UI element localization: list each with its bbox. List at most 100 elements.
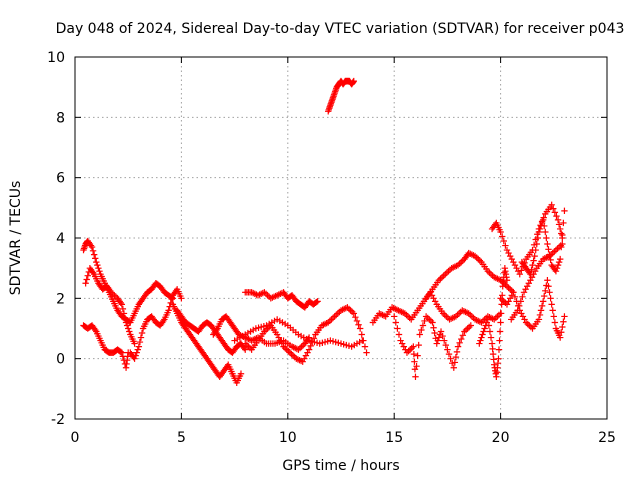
data-point (288, 350, 295, 358)
data-point (528, 266, 535, 273)
data-point (502, 299, 509, 307)
data-point (453, 348, 461, 356)
data-point (361, 343, 369, 350)
data-point (553, 212, 560, 220)
data-point (554, 245, 561, 252)
data-point (539, 216, 547, 224)
data-point (503, 246, 511, 254)
data-point (495, 355, 502, 362)
data-point (411, 366, 419, 373)
data-point (555, 221, 563, 228)
data-point (551, 248, 558, 255)
data-point (352, 313, 359, 321)
data-point (82, 280, 89, 287)
data-point (242, 346, 249, 353)
data-point (537, 307, 545, 314)
data-point (561, 207, 568, 215)
data-point (524, 320, 531, 328)
data-point (304, 349, 311, 356)
data-point (92, 326, 99, 334)
data-point (527, 271, 534, 278)
data-point (524, 283, 531, 290)
data-point (510, 258, 517, 266)
data-point (117, 299, 124, 307)
data-point (419, 322, 427, 329)
data-point (554, 216, 562, 224)
data-point (418, 326, 425, 334)
data-point (391, 313, 398, 320)
data-point (430, 295, 437, 302)
data-point (452, 353, 460, 361)
series-s11 (325, 77, 357, 115)
data-point (435, 334, 443, 341)
series-s19 (518, 207, 568, 278)
data-point (529, 261, 536, 269)
data-point (544, 240, 551, 248)
data-point (531, 252, 538, 260)
series-s13 (391, 313, 475, 380)
data-point (400, 343, 407, 350)
data-point (88, 243, 96, 251)
data-point (165, 307, 172, 314)
data-point (503, 277, 511, 284)
data-point (527, 323, 535, 331)
data-point (487, 271, 495, 278)
data-point (87, 242, 95, 249)
data-point (430, 324, 437, 331)
data-point (468, 251, 476, 258)
data-point (305, 346, 313, 353)
data-point (328, 316, 335, 323)
data-point (521, 316, 528, 323)
data-point (89, 269, 97, 276)
data-point (498, 233, 506, 240)
data-point (496, 337, 503, 344)
data-point (246, 344, 254, 352)
data-point (527, 277, 534, 284)
data-point (516, 271, 523, 278)
data-point (485, 322, 493, 329)
data-point (545, 283, 552, 290)
data-point (95, 264, 102, 272)
data-point (333, 311, 340, 319)
data-point (559, 323, 566, 331)
data-point (561, 313, 568, 320)
data-point (538, 302, 546, 310)
series-s15 (476, 264, 511, 380)
series-s8 (231, 316, 366, 350)
data-point (520, 289, 528, 296)
data-point (514, 307, 521, 314)
data-point (475, 255, 482, 263)
data-point (454, 343, 462, 350)
data-point (481, 325, 488, 332)
data-point (350, 310, 357, 317)
data-point (431, 298, 439, 305)
data-point (558, 243, 565, 251)
data-point (459, 332, 467, 339)
data-point (285, 347, 292, 355)
data-point (395, 331, 403, 338)
data-point (392, 319, 399, 326)
data-point (125, 325, 132, 332)
data-point (131, 340, 138, 347)
y-tick-label: -2 (51, 412, 65, 428)
data-point (462, 308, 469, 316)
data-point (451, 263, 459, 270)
series-s4 (127, 286, 185, 362)
data-point (426, 316, 433, 323)
data-point (479, 331, 486, 338)
series-s6 (173, 307, 249, 356)
data-point (495, 346, 503, 353)
y-tick-label: 6 (56, 171, 65, 187)
data-point (444, 346, 451, 353)
data-point (505, 249, 512, 257)
data-point (138, 329, 146, 337)
data-point (314, 298, 321, 305)
data-point (477, 337, 484, 344)
data-point (92, 255, 99, 262)
data-point (406, 314, 413, 322)
data-point (522, 319, 530, 326)
data-point (251, 290, 259, 298)
data-point (547, 256, 554, 264)
data-point (414, 352, 421, 359)
data-point (530, 257, 537, 264)
